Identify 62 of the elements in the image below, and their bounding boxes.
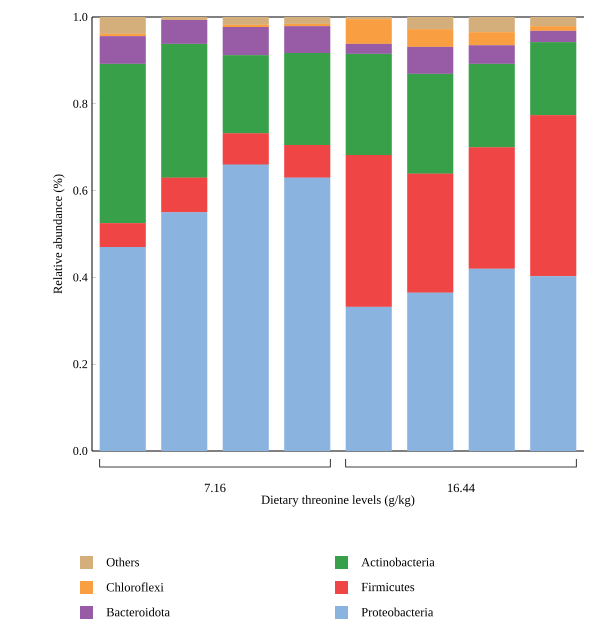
bar: [530, 42, 576, 116]
legend-label: Chloroflexi: [106, 582, 164, 592]
bar: [161, 44, 208, 178]
bar: [284, 53, 330, 146]
bar: [222, 55, 269, 134]
bar: [222, 26, 269, 56]
bar: [100, 223, 146, 248]
legend-label: Bacteroidota: [106, 608, 170, 616]
bar: [100, 34, 146, 36]
bar: [407, 292, 454, 451]
bar: [468, 147, 515, 269]
bar: [407, 174, 454, 293]
bar: [161, 212, 208, 451]
bar: [161, 178, 208, 212]
bar: [346, 306, 392, 451]
legend-label: Firmicutes: [362, 582, 414, 592]
bar: [468, 16, 515, 32]
bar: [100, 16, 146, 34]
bar: [284, 24, 330, 26]
y-tick-label: 0.0: [73, 446, 88, 456]
text: 7.16: [204, 484, 226, 492]
bar: [222, 16, 269, 25]
y-tick-label: 1.0: [74, 12, 88, 22]
bar: [284, 26, 330, 54]
bar: [468, 32, 515, 46]
bar: [222, 133, 269, 165]
bar: [530, 30, 576, 42]
bar: [407, 46, 454, 74]
bar: [100, 64, 146, 224]
y-tick-label: 0.2: [73, 360, 88, 368]
bar: [468, 45, 515, 64]
bar: [100, 36, 146, 64]
y-tick-label: 0.6: [73, 186, 88, 195]
bar: [407, 29, 454, 47]
bar: [468, 268, 515, 451]
bar: [530, 26, 576, 31]
x-axis-title: Dietary threonine levels (g/kg): [261, 495, 414, 507]
y-tick-label: 0.8: [73, 100, 88, 108]
bar: [284, 145, 330, 178]
bar: [530, 16, 576, 26]
bar: [407, 16, 454, 30]
bar: [161, 20, 208, 44]
bar: [468, 64, 515, 148]
bar: [284, 16, 330, 24]
bar: [346, 19, 392, 44]
bar: [346, 16, 392, 20]
bar: [346, 44, 392, 54]
bar: [222, 164, 269, 451]
bar: [284, 178, 330, 451]
bar: [346, 54, 392, 156]
bar: [530, 276, 576, 451]
legend-label: Others: [106, 558, 140, 566]
text: 16.44: [448, 484, 475, 492]
bar: [100, 247, 146, 451]
y-axis-title: Relative abundance (%): [53, 174, 65, 294]
legend-label: Proteobacteria: [362, 608, 434, 616]
bar: [530, 115, 576, 276]
y-tick-label: 0.4: [73, 273, 88, 282]
bar: [161, 16, 208, 20]
bar: [346, 155, 392, 307]
bar: [407, 74, 454, 174]
legend-label: Actinobacteria: [361, 558, 435, 566]
